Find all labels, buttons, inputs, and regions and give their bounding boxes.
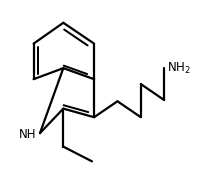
Text: NH: NH: [19, 128, 37, 141]
Text: NH$_2$: NH$_2$: [167, 61, 191, 76]
